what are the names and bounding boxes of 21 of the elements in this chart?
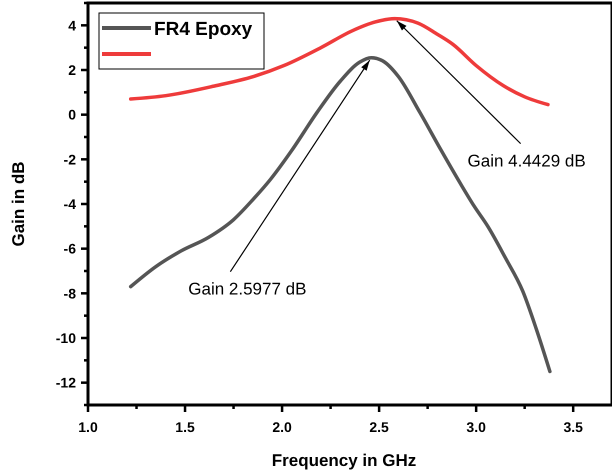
line-series bbox=[128, 16, 550, 106]
y-axis-title: Gain in dB bbox=[9, 162, 28, 246]
x-tick-label: 2.5 bbox=[369, 419, 390, 435]
x-tick-label: 1.5 bbox=[175, 419, 195, 435]
x-tick-label: 3.5 bbox=[563, 419, 584, 435]
x-tick-label: 1.0 bbox=[78, 419, 98, 435]
annotation: Gain 2.5977 dB bbox=[188, 280, 306, 299]
y-tick-label: -12 bbox=[56, 374, 76, 391]
y-tick-label: -10 bbox=[56, 330, 76, 346]
y-tick-label: -2 bbox=[64, 151, 76, 168]
x-tick-label: 3.0 bbox=[466, 419, 486, 435]
x-axis-title: Frequency in GHz bbox=[272, 451, 416, 470]
x-tick-label: 2.0 bbox=[272, 419, 292, 435]
annotation: Gain 4.4429 dB bbox=[468, 152, 586, 171]
y-tick-label: 0 bbox=[68, 106, 76, 123]
y-tick-label: -4 bbox=[64, 196, 76, 212]
y-tick-label: 2 bbox=[68, 62, 76, 78]
legend-label: FR4 Epoxy bbox=[154, 19, 253, 40]
y-tick-label: -8 bbox=[64, 285, 76, 302]
y-tick-label: 4 bbox=[68, 17, 76, 34]
y-tick-label: -6 bbox=[64, 240, 76, 257]
